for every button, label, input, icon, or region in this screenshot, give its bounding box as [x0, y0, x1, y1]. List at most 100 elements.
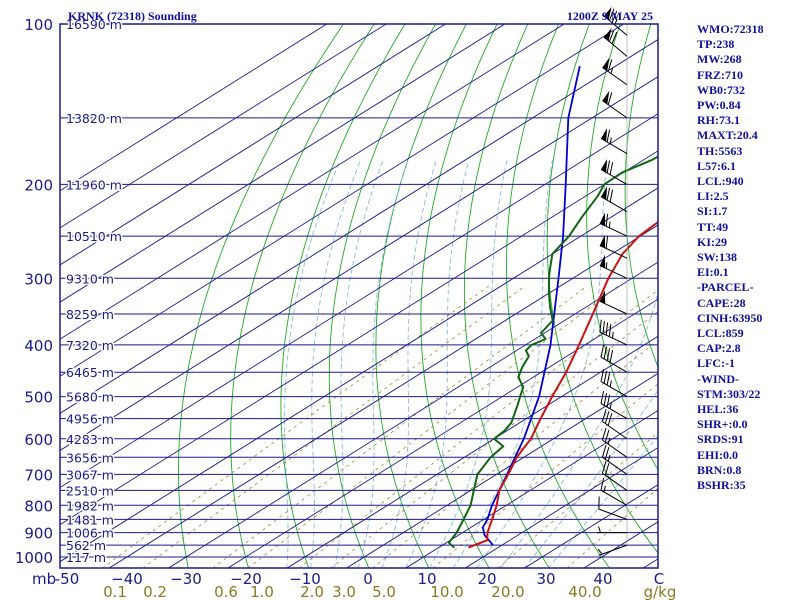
wind-barb-feather — [605, 322, 609, 336]
height-label: 1481 m — [66, 512, 114, 527]
temperature-tick-label: 20 — [477, 570, 496, 588]
height-label: 1982 m — [66, 498, 114, 513]
wind-barb — [599, 290, 628, 315]
isotherm — [345, 372, 658, 568]
moist-adiabat — [428, 160, 508, 568]
temperature-tick-label: 0 — [363, 570, 373, 588]
wind-barb — [601, 409, 628, 440]
wind-barb-feather — [601, 444, 607, 458]
sounding-index: RH:73.1 — [697, 113, 740, 128]
wind-barb-half-feather — [598, 526, 601, 533]
mixing-ratio-line — [330, 310, 658, 568]
isotherm — [286, 335, 658, 568]
plot-frame — [59, 23, 659, 569]
pressure-tick-label: 700 — [24, 466, 53, 484]
temperature-trace — [468, 220, 658, 549]
wind-barb-half-feather — [603, 485, 606, 493]
moist-adiabat — [284, 159, 341, 568]
wind-barb-feather — [608, 29, 615, 42]
wind-barb-staff — [602, 439, 628, 458]
mixing-ratio-line — [372, 339, 658, 568]
pressure-tick-label: 500 — [24, 389, 53, 407]
wind-barb-feather — [601, 427, 607, 441]
height-label: 117 m — [66, 550, 106, 565]
wind-barb-feather — [606, 348, 611, 361]
dry-adiabat — [420, 24, 498, 568]
wind-barb-feather — [601, 460, 607, 474]
height-label: 8259 m — [66, 307, 114, 322]
wind-barb-staff — [602, 472, 628, 491]
mixing-ratio-line — [101, 285, 490, 568]
wind-barb — [599, 319, 628, 346]
temperature-unit-label: C — [654, 570, 664, 588]
wind-barb-feather — [600, 344, 605, 358]
sounding-index: CAPE:28 — [697, 295, 746, 310]
wind-barb — [601, 427, 628, 458]
sounding-index: LCL:940 — [697, 174, 744, 189]
moist-adiabat — [476, 160, 608, 568]
temperature-tick-label: −30 — [170, 570, 202, 588]
wind-barb — [602, 90, 628, 119]
parcel-trace — [481, 66, 581, 546]
wind-barb-staff — [600, 138, 628, 154]
isotherm — [60, 113, 658, 489]
height-label: 4283 m — [66, 432, 114, 447]
sounding-index: WMO:72318 — [697, 22, 764, 36]
moist-adiabat — [333, 159, 384, 568]
wind-barb — [597, 544, 628, 556]
sounding-index: SRDS:91 — [697, 432, 744, 447]
wind-barb-feather — [602, 321, 605, 334]
temperature-tick-label: −40 — [111, 570, 143, 588]
wind-barb — [596, 526, 628, 534]
wind-barb-feather — [605, 235, 609, 249]
wind-barb-half-feather — [607, 437, 611, 445]
wind-barb — [600, 186, 628, 213]
wind-barb-half-feather — [607, 455, 611, 462]
wind-barb-feather — [600, 369, 605, 382]
isotherm — [60, 39, 658, 414]
wind-barb-feather — [608, 8, 615, 21]
pressure-tick-label: 600 — [24, 431, 53, 449]
temperature-tick-label: 10 — [417, 570, 436, 588]
pressure-unit-label: mb — [32, 570, 56, 588]
sounding-index: CAP:2.8 — [697, 341, 741, 356]
wind-barb-staff — [600, 196, 628, 213]
wind-barb-half-feather — [597, 548, 603, 555]
sounding-index: SW:138 — [697, 250, 738, 265]
moist-adiabat — [357, 159, 409, 568]
wind-barb-flag — [604, 6, 612, 20]
wind-barb-feather — [604, 446, 610, 460]
wind-barb-feather — [606, 394, 611, 408]
wind-barb-flag — [602, 57, 610, 71]
wind-barb — [598, 496, 628, 520]
isotherm — [60, 24, 506, 303]
wind-barb-feather — [611, 10, 618, 23]
mixing-ratio-tick-label: 0.2 — [143, 583, 167, 600]
wind-barb-feather — [606, 187, 611, 201]
wind-barb-feather — [606, 129, 611, 143]
sounding-index: MAXT:20.4 — [697, 128, 758, 143]
wind-barb-staff — [599, 331, 628, 346]
chart-grid — [60, 24, 658, 568]
wind-barb-flag — [601, 128, 607, 142]
isotherm — [60, 24, 388, 229]
wind-barb-half-feather — [612, 331, 614, 339]
wind-barb-staff — [600, 356, 628, 373]
wind-barb-staff — [598, 544, 628, 556]
height-label: 3067 m — [66, 467, 114, 482]
wind-barb-feather — [605, 213, 609, 227]
wind-barb — [599, 212, 628, 237]
wind-barb-half-feather — [608, 221, 611, 228]
wind-barb-feather — [604, 429, 610, 443]
dry-adiabat — [280, 24, 406, 568]
wind-barb-staff — [600, 489, 628, 506]
wind-barb-staff — [600, 381, 628, 397]
height-label: 7320 m — [66, 338, 114, 353]
pressure-tick-label: 100 — [24, 16, 53, 34]
moist-adiabat — [523, 389, 658, 568]
wind-barb-staff — [600, 403, 628, 420]
mixing-ratio-line — [497, 432, 658, 568]
mixing-ratio-line — [212, 285, 588, 568]
wind-barb — [599, 234, 628, 259]
